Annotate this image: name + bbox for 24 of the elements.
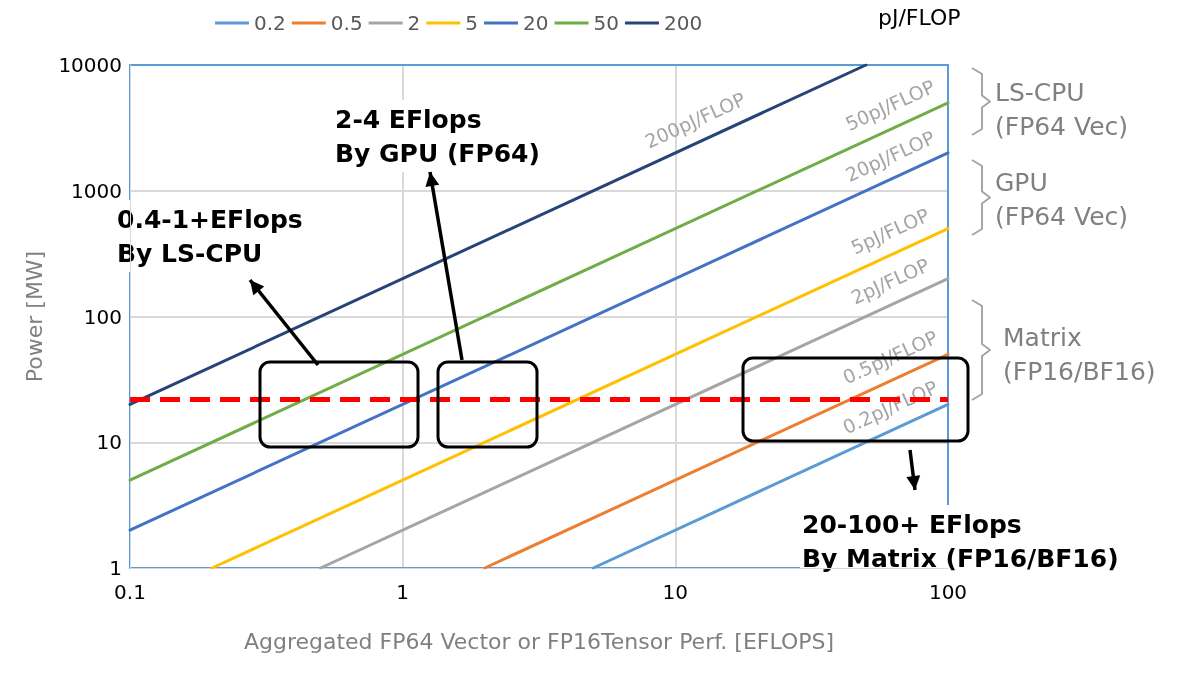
y-tick-label: 1	[109, 556, 122, 580]
legend-label: 200	[663, 11, 703, 35]
legend-title: pJ/FLOP	[878, 4, 961, 30]
y-axis-title: Power [MW]	[21, 250, 47, 383]
legend-label: 0.5	[330, 11, 363, 35]
x-axis-title: Aggregated FP64 Vector or FP16Tensor Perf. [EFLOPS]	[243, 628, 835, 654]
x-tick-label: 1	[396, 580, 410, 604]
legend-label: 20	[523, 11, 549, 35]
x-tick-label: 0.1	[114, 580, 146, 604]
y-tick-label: 1000	[71, 178, 122, 203]
text: LS-CPU (FP64 Vec)	[995, 77, 1129, 141]
text: GPU (FP64 Vec)	[995, 167, 1129, 231]
y-tick-label: 10000	[58, 53, 122, 77]
annotation: 20-100+ EFlops By Matrix (FP16/BF16)	[802, 509, 1119, 573]
text: Matrix (FP16/BF16)	[1003, 322, 1156, 386]
x-tick-label: 10	[662, 580, 689, 604]
legend-label: 50	[593, 11, 619, 35]
legend-label: 5	[465, 11, 479, 35]
y-tick-label: 100	[83, 304, 122, 329]
legend-label: 2	[407, 11, 421, 35]
annotation: 2-4 EFlops By GPU (FP64)	[335, 104, 540, 168]
y-tick-label: 10	[96, 430, 122, 455]
legend-label: 0.2	[254, 11, 286, 35]
x-tick-label: 100	[928, 580, 968, 604]
